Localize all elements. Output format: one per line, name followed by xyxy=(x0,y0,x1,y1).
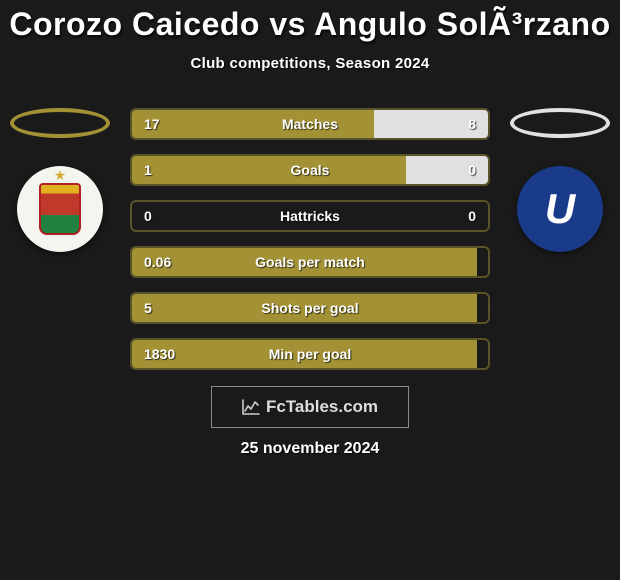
right-crest-letter: U xyxy=(545,185,575,233)
stat-value-left: 0 xyxy=(132,208,202,224)
stat-label: Goals per match xyxy=(202,254,418,270)
stat-value-left: 1 xyxy=(132,162,202,178)
stat-value-left: 5 xyxy=(132,300,202,316)
stat-value-left: 1830 xyxy=(132,346,202,362)
watermark: FcTables.com xyxy=(211,386,409,428)
content-row: ★ 17Matches81Goals00Hattricks00.06Goals … xyxy=(0,108,620,370)
stat-row: 17Matches8 xyxy=(130,108,490,140)
subtitle: Club competitions, Season 2024 xyxy=(190,55,429,72)
stat-row: 5Shots per goal xyxy=(130,292,490,324)
date-label: 25 november 2024 xyxy=(241,440,380,458)
watermark-text: FcTables.com xyxy=(266,397,378,417)
left-club-badge: ★ xyxy=(17,166,103,252)
right-ellipse-icon xyxy=(510,108,610,138)
stat-row: 0Hattricks0 xyxy=(130,200,490,232)
stat-value-right: 0 xyxy=(418,208,488,224)
right-side: U xyxy=(500,108,620,252)
stat-label: Hattricks xyxy=(202,208,418,224)
page-title: Corozo Caicedo vs Angulo SolÃ³rzano xyxy=(9,6,610,43)
stat-label: Shots per goal xyxy=(202,300,418,316)
stat-value-right: 0 xyxy=(418,162,488,178)
stat-value-right: 8 xyxy=(418,116,488,132)
comparison-infographic: Corozo Caicedo vs Angulo SolÃ³rzano Club… xyxy=(0,0,620,580)
stat-label: Goals xyxy=(202,162,418,178)
stat-row: 1Goals0 xyxy=(130,154,490,186)
stats-column: 17Matches81Goals00Hattricks00.06Goals pe… xyxy=(120,108,500,370)
stat-value-left: 17 xyxy=(132,116,202,132)
left-side: ★ xyxy=(0,108,120,252)
chart-icon xyxy=(242,399,260,415)
stat-value-left: 0.06 xyxy=(132,254,202,270)
stat-row: 0.06Goals per match xyxy=(130,246,490,278)
star-icon: ★ xyxy=(54,167,67,184)
left-ellipse-icon xyxy=(10,108,110,138)
stat-label: Min per goal xyxy=(202,346,418,362)
right-club-badge: U xyxy=(517,166,603,252)
left-crest-icon xyxy=(39,183,81,235)
stat-row: 1830Min per goal xyxy=(130,338,490,370)
stat-label: Matches xyxy=(202,116,418,132)
